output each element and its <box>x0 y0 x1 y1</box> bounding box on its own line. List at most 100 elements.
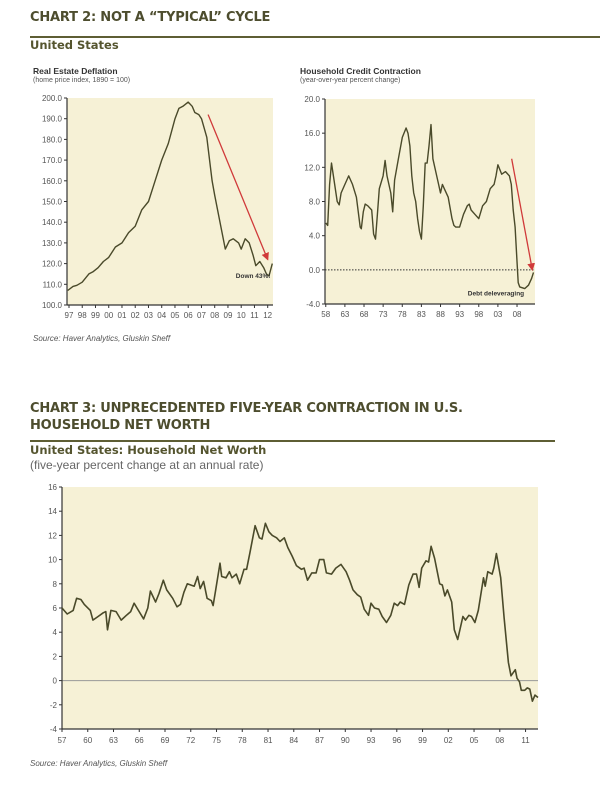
x-tick-label: 97 <box>65 311 74 320</box>
y-tick-label: 140.0 <box>42 218 63 227</box>
y-tick-label: -4.0 <box>306 300 320 309</box>
x-tick-label: 96 <box>392 736 401 745</box>
x-tick-label: 72 <box>186 736 195 745</box>
y-tick-label: 20.0 <box>304 95 320 104</box>
chart3-source: Source: Haver Analytics, Gluskin Sheff <box>30 759 168 768</box>
x-tick-label: 01 <box>118 311 127 320</box>
left-chart: 100.0 110.0 120.0 130.0 140.0 150.0 160.0 170.0… <box>42 94 273 320</box>
title-rule <box>30 36 600 38</box>
y-tick-label: 200.0 <box>42 94 63 103</box>
y-tick-label: 16.0 <box>304 129 320 138</box>
y-tick-label: 0 <box>53 677 58 686</box>
y-tick-label: 110.0 <box>43 280 63 289</box>
x-tick-label: 75 <box>212 736 221 745</box>
y-tick-label: 2 <box>53 652 58 661</box>
y-tick-label: 12 <box>48 531 57 540</box>
y-tick-label: -4 <box>50 725 58 734</box>
annotation: Down 43%! <box>236 273 271 280</box>
x-tick-label: 63 <box>340 310 349 319</box>
x-tick-label: 11 <box>250 311 259 320</box>
y-tick-label: 100.0 <box>42 301 63 310</box>
trend-arrow <box>511 158 535 272</box>
y-tick-label: 190.0 <box>42 115 63 124</box>
x-tick-label: 09 <box>224 311 233 320</box>
y-tick-label: 4.0 <box>309 232 321 241</box>
y-tick-label: 14 <box>48 507 57 516</box>
chart3-subtitle2: (five-year percent change at an annual r… <box>30 458 264 472</box>
y-tick-label: 4 <box>53 628 58 637</box>
x-tick-label: 06 <box>184 311 193 320</box>
right-chart-subtitle: (year-over-year percent change) <box>300 77 401 84</box>
x-tick-label: 93 <box>367 736 376 745</box>
x-tick-label: 10 <box>237 311 246 320</box>
chart2-source: Source: Haver Analytics, Gluskin Sheff <box>33 334 171 343</box>
y-tick-label: 6 <box>53 604 58 613</box>
x-tick-label: 08 <box>513 310 522 319</box>
y-tick-label: 150.0 <box>42 198 63 207</box>
x-tick-label: 68 <box>360 310 369 319</box>
chart3-title-line1: CHART 3: UNPRECEDENTED FIVE-YEAR CONTRAC… <box>30 401 463 416</box>
y-tick-label: 10 <box>48 556 57 565</box>
x-tick-label: 93 <box>455 310 464 319</box>
x-tick-label: 83 <box>417 310 426 319</box>
x-tick-label: 81 <box>264 736 273 745</box>
x-tick-label: 66 <box>135 736 144 745</box>
x-tick-label: 87 <box>315 736 324 745</box>
trend-arrow <box>207 114 269 261</box>
x-tick-label: 05 <box>470 736 479 745</box>
x-tick-label: 88 <box>436 310 445 319</box>
series-line <box>325 123 535 290</box>
plot-area <box>67 98 273 305</box>
x-tick-label: 04 <box>157 311 166 320</box>
left-chart-subtitle: (home price index, 1890 = 100) <box>33 77 131 84</box>
x-tick-label: 98 <box>474 310 483 319</box>
x-tick-label: 02 <box>444 736 453 745</box>
x-tick-label: 78 <box>398 310 407 319</box>
chart3-title-line2: HOUSEHOLD NET WORTH <box>30 418 211 433</box>
x-tick-label: 08 <box>495 736 504 745</box>
chart2-title: CHART 2: NOT A “TYPICAL” CYCLE <box>30 10 271 25</box>
y-tick-label: -2 <box>50 701 58 710</box>
x-tick-label: 98 <box>78 311 87 320</box>
series-line <box>67 101 273 292</box>
x-tick-label: 03 <box>493 310 502 319</box>
y-tick-label: 0.0 <box>309 266 321 275</box>
x-tick-label: 07 <box>197 311 206 320</box>
right-chart-title: Household Credit Contraction <box>300 66 421 76</box>
x-tick-label: 60 <box>83 736 92 745</box>
series-line <box>61 522 539 703</box>
x-tick-label: 57 <box>58 736 67 745</box>
x-tick-label: 99 <box>418 736 427 745</box>
x-tick-label: 90 <box>341 736 350 745</box>
x-tick-label: 12 <box>263 311 272 320</box>
x-tick-label: 05 <box>171 311 180 320</box>
y-tick-label: 120.0 <box>42 260 63 269</box>
plot-area <box>62 487 538 729</box>
y-tick-label: 12.0 <box>304 163 320 172</box>
y-tick-label: 160.0 <box>42 177 63 186</box>
x-tick-label: 63 <box>109 736 118 745</box>
x-tick-label: 84 <box>289 736 298 745</box>
x-tick-label: 99 <box>91 311 100 320</box>
chart2-subtitle: United States <box>30 38 119 52</box>
y-tick-label: 180.0 <box>42 135 63 144</box>
y-tick-label: 8.0 <box>309 198 321 207</box>
y-tick-label: 170.0 <box>42 156 63 165</box>
x-tick-label: 00 <box>104 311 113 320</box>
x-tick-label: 08 <box>210 311 219 320</box>
x-tick-label: 78 <box>238 736 247 745</box>
x-tick-label: 11 <box>521 736 530 745</box>
chart3-subtitle: United States: Household Net Worth <box>30 443 267 457</box>
x-tick-label: 73 <box>379 310 388 319</box>
y-tick-label: 130.0 <box>42 239 63 248</box>
x-tick-label: 02 <box>131 311 140 320</box>
y-tick-label: 8 <box>53 580 58 589</box>
x-tick-label: 69 <box>161 736 170 745</box>
x-tick-label: 58 <box>321 310 330 319</box>
x-tick-label: 03 <box>144 311 153 320</box>
y-tick-label: 16 <box>48 483 57 492</box>
title-rule-2 <box>30 440 555 442</box>
